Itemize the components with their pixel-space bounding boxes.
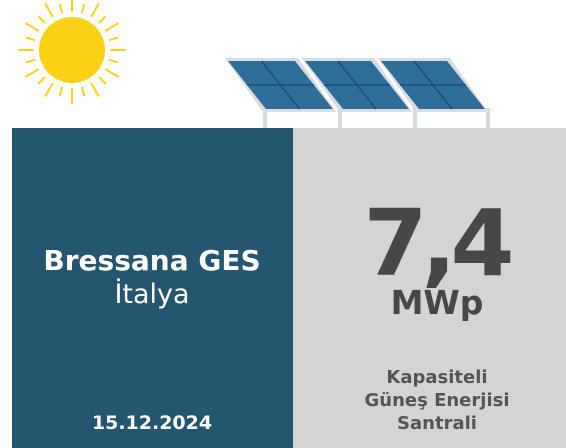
sun-ray — [25, 36, 36, 41]
project-panel — [12, 128, 293, 448]
sun-ray — [98, 76, 107, 85]
sun-ray — [104, 68, 119, 78]
sun-ray — [37, 76, 46, 85]
sun-ray — [44, 82, 54, 97]
capacity-unit: MWp — [391, 283, 484, 322]
sun-ray — [108, 36, 119, 41]
project-name: Bressana GES — [43, 244, 260, 277]
project-date: 15.12.2024 — [92, 412, 212, 434]
sun-ray — [90, 3, 100, 18]
sun-ray — [58, 86, 63, 97]
description-line: Güneş Enerjisi — [364, 390, 509, 411]
sun-ray — [58, 3, 63, 14]
solar-panel — [302, 58, 412, 112]
sun-ray — [25, 22, 40, 32]
capacity-panel — [293, 128, 566, 448]
sun-ray — [98, 15, 107, 24]
capacity-value: 7,4 — [364, 190, 511, 297]
sun-ray — [25, 59, 36, 64]
sun-ray — [108, 59, 119, 64]
sun-icon — [18, 0, 126, 104]
sun-ray — [44, 3, 54, 18]
sun-ray — [90, 82, 100, 97]
sun-ray — [104, 22, 119, 32]
description-line: Kapasiteli — [386, 367, 487, 388]
project-country: İtalya — [114, 278, 189, 310]
sun-ray — [81, 86, 86, 97]
solar-panel — [225, 58, 336, 112]
description-line: Santrali — [397, 413, 477, 434]
solar-panels — [225, 58, 490, 128]
sun-ray — [37, 15, 46, 24]
sun-ray — [81, 3, 86, 14]
sun-ray — [25, 68, 40, 78]
solar-panel — [378, 58, 488, 112]
